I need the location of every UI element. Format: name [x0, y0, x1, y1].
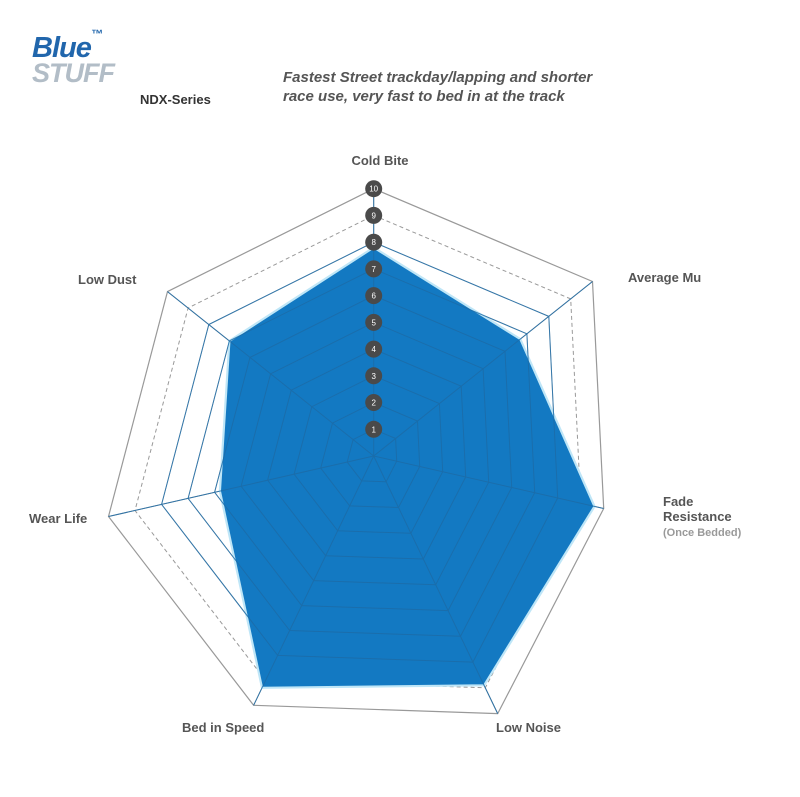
svg-text:10: 10 — [369, 185, 378, 194]
svg-text:6: 6 — [371, 292, 376, 301]
svg-text:1: 1 — [371, 425, 376, 434]
svg-text:4: 4 — [371, 345, 376, 354]
svg-text:9: 9 — [371, 211, 376, 220]
svg-text:5: 5 — [371, 318, 376, 327]
svg-text:7: 7 — [371, 265, 376, 274]
svg-text:2: 2 — [371, 399, 376, 408]
svg-text:3: 3 — [371, 372, 376, 381]
svg-text:8: 8 — [371, 238, 376, 247]
